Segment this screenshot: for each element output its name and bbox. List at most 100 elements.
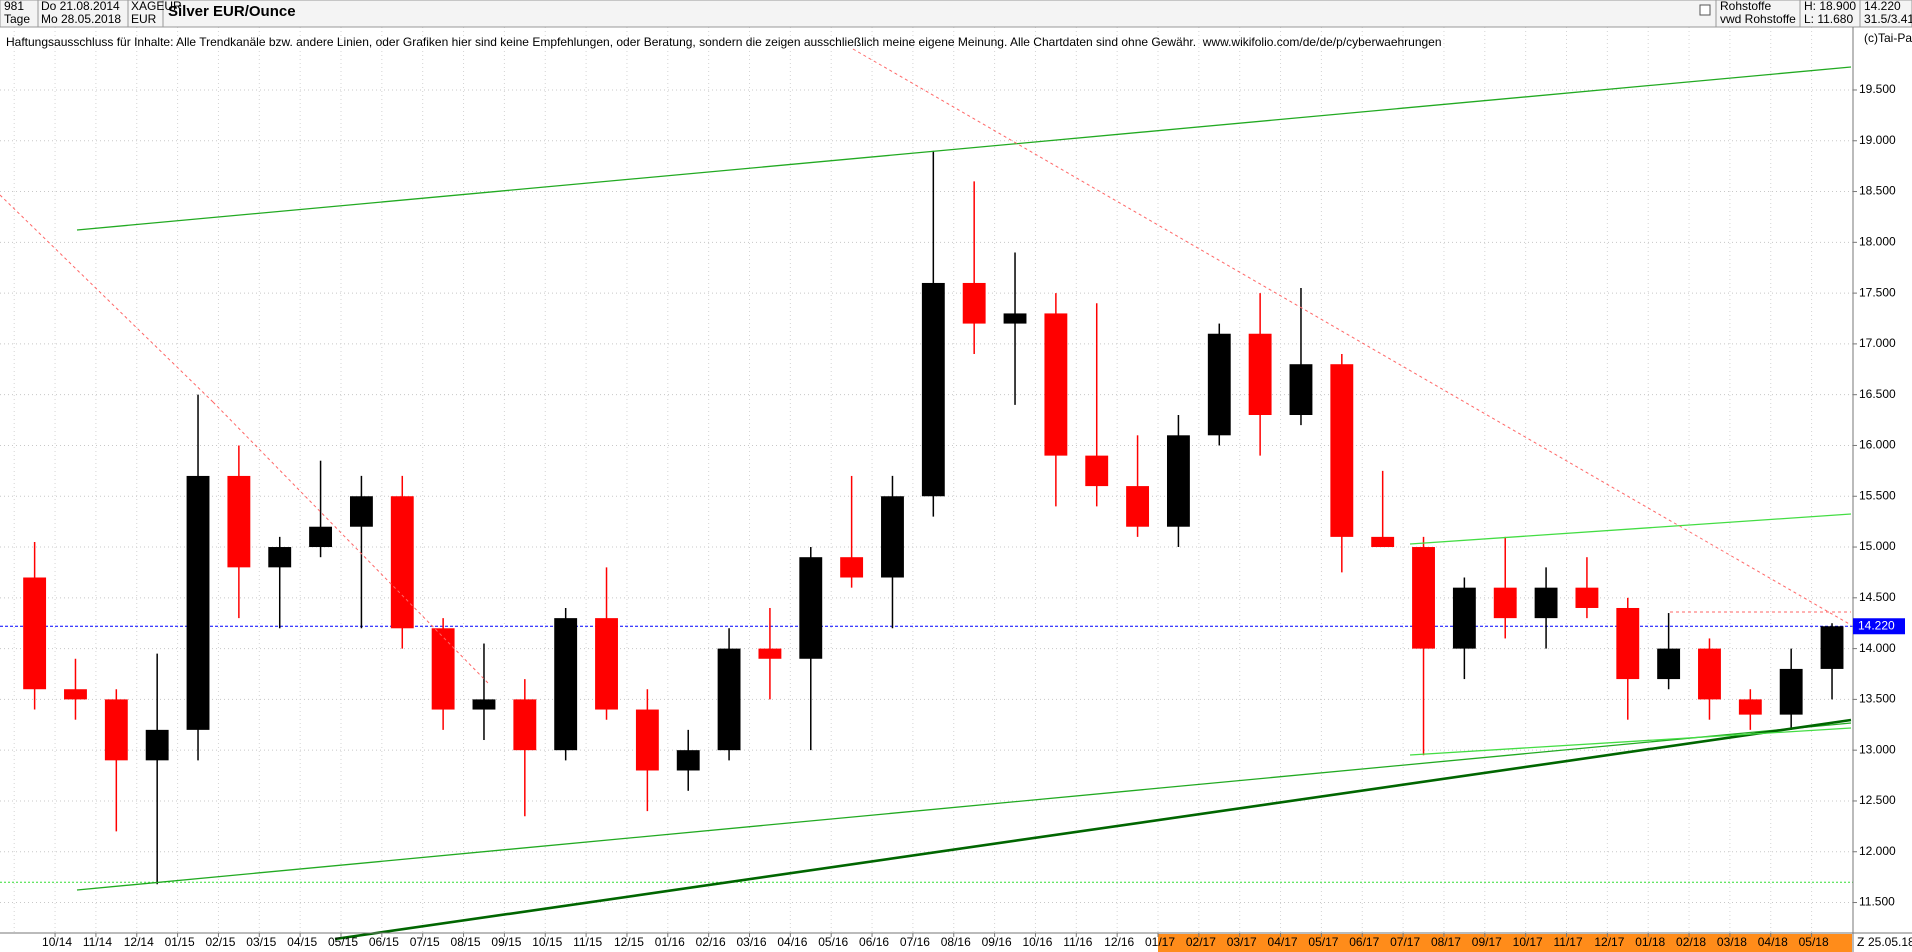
info: 31.5/3.410 — [1864, 12, 1912, 26]
y-tick-label: 15.000 — [1859, 539, 1896, 553]
candle-body — [390, 496, 414, 629]
x-tick-label: 08/16 — [941, 935, 971, 949]
candle-body — [595, 618, 618, 710]
y-tick-label: 15.500 — [1859, 488, 1896, 502]
candle-body — [186, 475, 210, 730]
candle-body — [676, 750, 700, 771]
candle-body — [1207, 333, 1231, 436]
candle-body — [1616, 607, 1640, 680]
x-tick-label: 09/17 — [1472, 935, 1502, 949]
x-tick-label: 04/17 — [1268, 935, 1298, 949]
x-tick-label: 01/18 — [1635, 935, 1665, 949]
x-tick-label: 02/16 — [696, 935, 726, 949]
trend-line — [76, 66, 1852, 231]
candle-body — [64, 689, 87, 700]
candle-body — [104, 699, 128, 761]
y-tick-label: 14.000 — [1859, 641, 1896, 655]
candle-body — [962, 282, 986, 324]
candle-body — [799, 557, 823, 659]
currency: EUR — [131, 12, 157, 26]
period[interactable]: Tage — [4, 12, 30, 26]
candle-body — [1412, 547, 1435, 649]
x-tick-label: 10/16 — [1022, 935, 1052, 949]
x-tick-label: 10/14 — [42, 935, 72, 949]
x-tick-label: 02/15 — [205, 935, 235, 949]
trend-line — [334, 718, 1852, 941]
x-tick-label: 01/15 — [165, 935, 195, 949]
x-tick-label: 06/17 — [1349, 935, 1379, 949]
x-tick-label: 07/15 — [410, 935, 440, 949]
y-tick-label: 12.000 — [1859, 844, 1896, 858]
window-icon[interactable] — [1699, 4, 1711, 16]
y-tick-label: 17.000 — [1859, 336, 1896, 350]
candle-body — [1166, 435, 1190, 527]
y-tick-label: 18.500 — [1859, 184, 1896, 198]
x-tick-label: 01/16 — [655, 935, 685, 949]
x-tick-label: 02/18 — [1676, 935, 1706, 949]
x-tick-label: 05/16 — [818, 935, 848, 949]
x-axis-highlight — [1158, 934, 1852, 952]
disclaimer: Haftungsausschluss für Inhalte: Alle Tre… — [6, 35, 1442, 49]
candle-body — [1575, 587, 1599, 608]
y-tick-label: 13.500 — [1859, 692, 1896, 706]
x-tick-label: 12/15 — [614, 935, 644, 949]
header-bar — [0, 0, 1912, 28]
x-tick-label: 03/18 — [1717, 935, 1747, 949]
x-tick-label: 03/16 — [737, 935, 767, 949]
y-tick-label: 19.500 — [1859, 82, 1896, 96]
candle-body — [1493, 587, 1517, 619]
x-tick-label: 04/18 — [1758, 935, 1788, 949]
x-tick-label: 05/17 — [1308, 935, 1338, 949]
trend-line — [852, 48, 1852, 626]
x-tick-label: 12/14 — [124, 935, 154, 949]
y-tick-label: 16.000 — [1859, 438, 1896, 452]
candle-body — [1657, 648, 1681, 680]
candle-body — [472, 699, 496, 710]
candle-body — [145, 729, 169, 761]
y-tick-label: 14.500 — [1859, 590, 1896, 604]
x-tick-label: 11/15 — [573, 935, 602, 949]
start-date: Do 21.08.2014 — [41, 0, 120, 13]
bar-count[interactable]: 981 — [4, 0, 24, 13]
candle-body — [840, 557, 864, 578]
y-tick-label: 12.500 — [1859, 793, 1896, 807]
market: Rohstoffe — [1720, 0, 1771, 13]
y-tick-label: 19.000 — [1859, 133, 1896, 147]
source: vwd Rohstoffe — [1720, 12, 1796, 26]
x-tick-label: 07/16 — [900, 935, 930, 949]
x-tick-label: 06/15 — [369, 935, 399, 949]
copyright: (c)Tai-Pan — [1864, 31, 1912, 45]
candle-body — [1289, 364, 1313, 415]
trend-line — [1409, 513, 1852, 545]
candle-body — [268, 547, 292, 568]
last-price-label: 14.220 — [1858, 618, 1895, 632]
candle-body — [1738, 699, 1762, 715]
trend-line — [0, 194, 214, 403]
candle-body — [1044, 313, 1068, 456]
candle-body — [1248, 333, 1272, 415]
x-tick-label: 09/16 — [982, 935, 1012, 949]
low: L: 11.680 — [1804, 12, 1853, 26]
x-tick-label: 09/15 — [491, 935, 521, 949]
candle-body — [1820, 626, 1844, 669]
candle-body — [1534, 587, 1558, 619]
axis-date: 25.05.18 — [1868, 935, 1912, 949]
x-tick-label: 05/18 — [1799, 935, 1829, 949]
plot-layer — [0, 27, 1853, 933]
y-tick-label: 16.500 — [1859, 387, 1896, 401]
high: H: 18.900 — [1804, 0, 1856, 13]
x-tick-label: 02/17 — [1186, 935, 1216, 949]
x-tick-label: 03/17 — [1227, 935, 1257, 949]
x-tick-label: 04/15 — [287, 935, 317, 949]
x-tick-label: 12/17 — [1594, 935, 1624, 949]
x-tick-label: 06/16 — [859, 935, 889, 949]
x-tick-label: 11/14 — [83, 935, 112, 949]
candle-body — [1003, 313, 1027, 324]
axis-end: Z — [1857, 935, 1864, 949]
trend-line — [1409, 727, 1852, 756]
x-tick-label: 11/16 — [1063, 935, 1092, 949]
trend-line — [76, 722, 1852, 891]
candle-body — [309, 526, 333, 548]
candle-body — [23, 577, 47, 690]
